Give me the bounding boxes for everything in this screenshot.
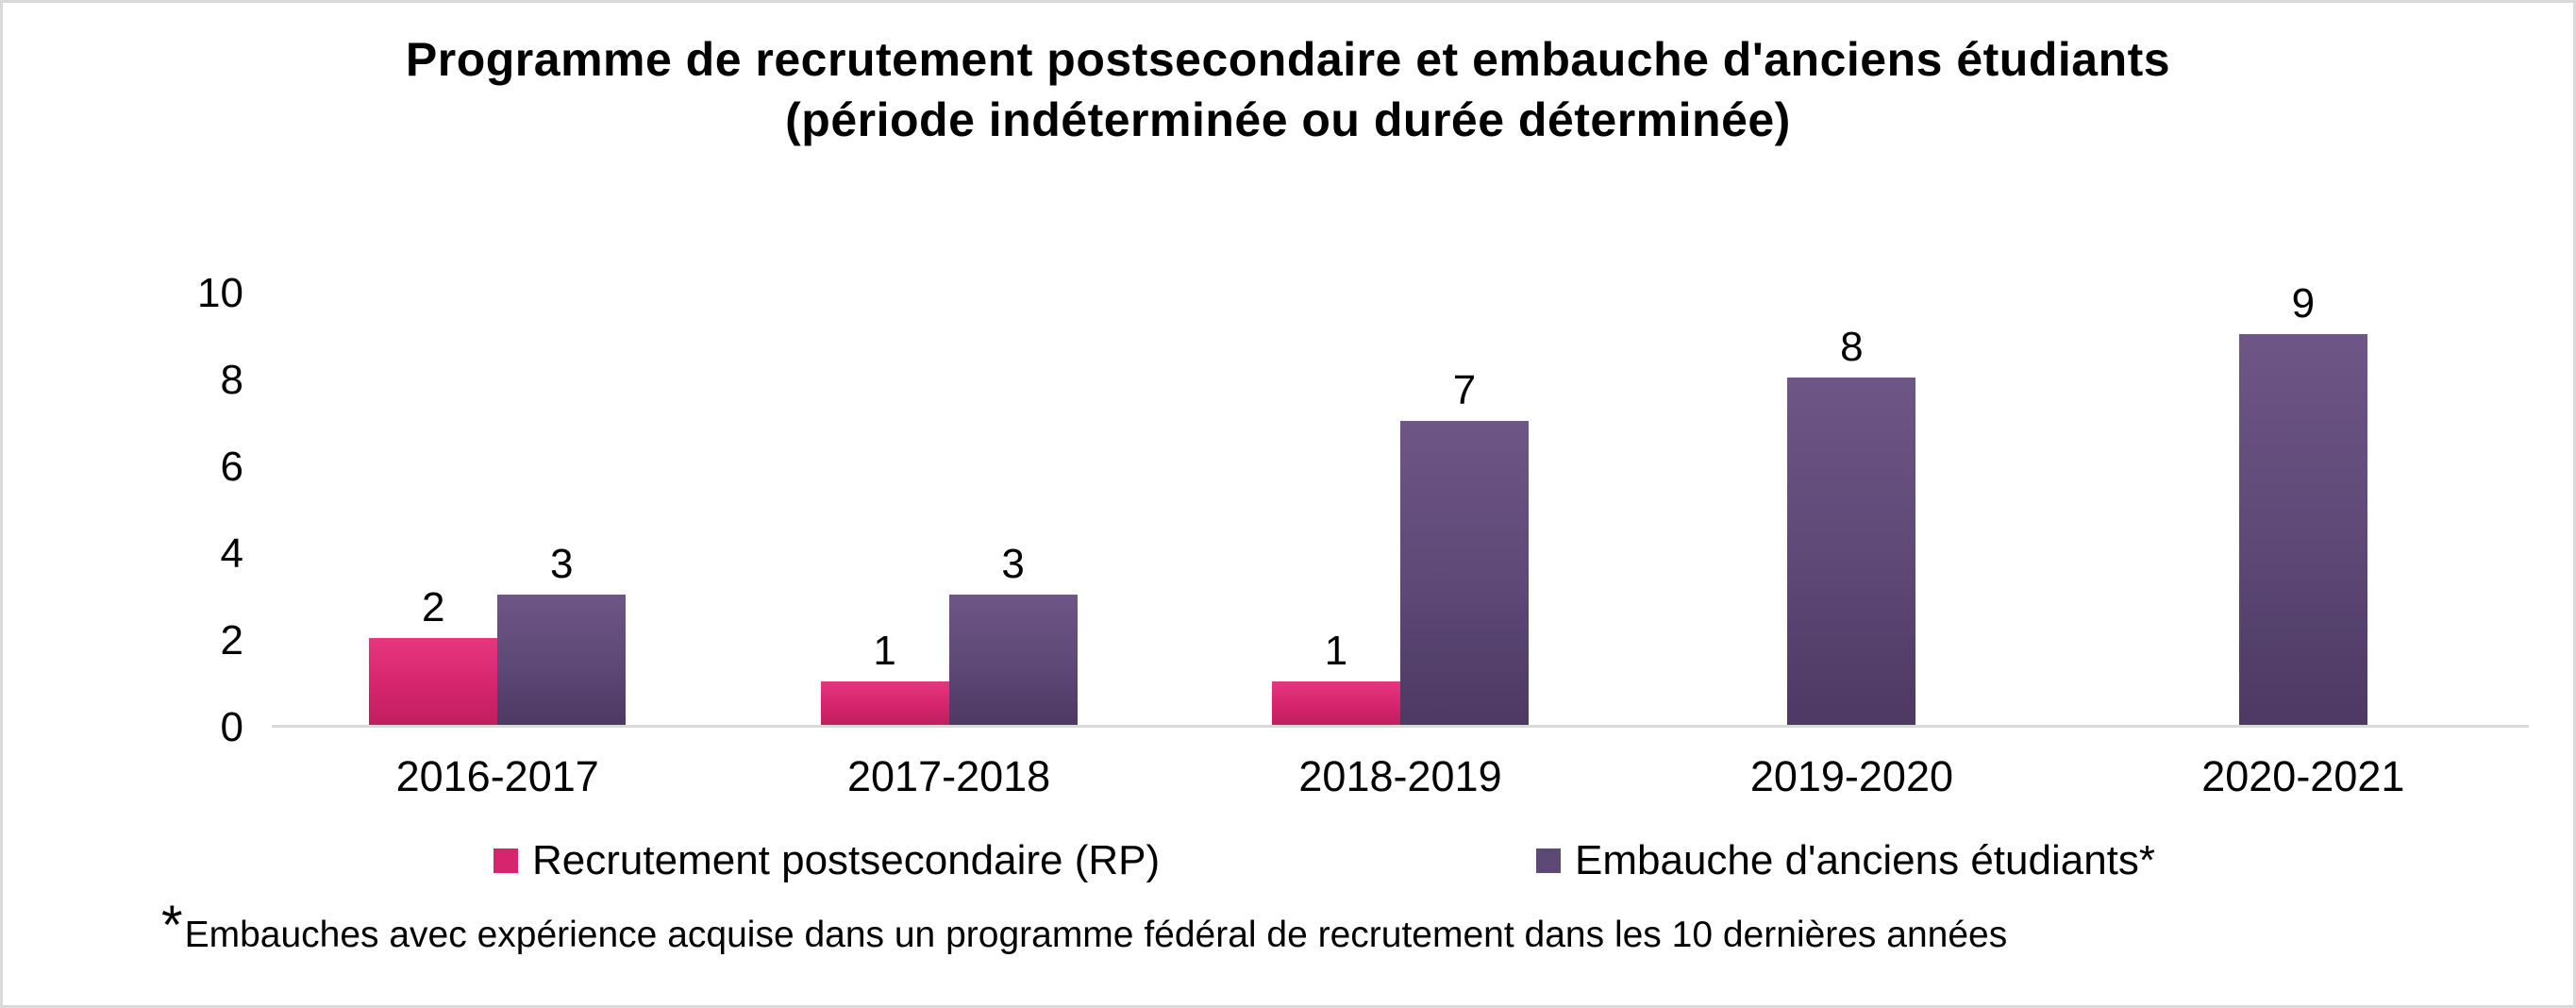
bar-recrutement-postsecondaire-2018-2019	[1272, 681, 1401, 725]
legend: Recrutement postsecondaire (RP) Embauche …	[3, 835, 2573, 886]
bar-wrap-recrutement-postsecondaire-2017-2018: 1	[820, 628, 949, 725]
y-tick-label-0: 0	[220, 704, 243, 750]
bar-value-label: 8	[1840, 324, 1864, 370]
x-axis: 2016-2017 2017-2018 2018-2019 2019-2020 2020…	[272, 752, 2529, 801]
bar-value-label: 3	[1001, 541, 1025, 587]
bar-recrutement-postsecondaire-2016-2017	[369, 638, 498, 725]
bar-embauche-anciens-etudiants-2018-2019	[1400, 421, 1530, 725]
category-group-2019-2020: 8	[1626, 294, 2077, 725]
x-axis-label-2018-2019: 2018-2019	[1298, 752, 1502, 800]
bar-wrap-embauche-anciens-etudiants-2020-2021: 9	[2238, 280, 2367, 725]
bar-value-label: 1	[873, 628, 896, 674]
footnote-text: Embauches avec expérience acquise dans u…	[184, 915, 2008, 955]
x-axis-label-2020-2021: 2020-2021	[2201, 752, 2405, 800]
y-axis: 0 2 4 6 8 10	[111, 271, 243, 750]
x-axis-label-2016-2017: 2016-2017	[395, 752, 599, 800]
footnote-asterisk: *	[161, 895, 183, 956]
bar-embauche-anciens-etudiants-2020-2021	[2238, 334, 2367, 725]
legend-item-recrutement-postsecondaire: Recrutement postsecondaire (RP)	[493, 835, 1160, 886]
y-tick-label-4: 4	[220, 530, 243, 577]
legend-color-swatch-recrutement-postsecondaire	[493, 848, 518, 873]
legend-label-recrutement-postsecondaire: Recrutement postsecondaire (RP)	[532, 837, 1161, 883]
bar-value-label: 7	[1452, 367, 1477, 413]
bar-embauche-anciens-etudiants-2017-2018	[948, 595, 1078, 725]
x-axis-label-2019-2020: 2019-2020	[1749, 752, 1954, 800]
bar-embauche-anciens-etudiants-2019-2020	[1787, 378, 1916, 725]
bar-value-label: 1	[1324, 628, 1348, 674]
bar-wrap-embauche-anciens-etudiants-2018-2019: 7	[1400, 367, 1530, 725]
bar-wrap-recrutement-postsecondaire-2016-2017: 2	[369, 584, 498, 725]
footnote: *Embauches avec expérience acquise dans …	[161, 899, 2008, 960]
bar-wrap-embauche-anciens-etudiants-2017-2018: 3	[948, 541, 1078, 725]
chart-title: Programme de recrutement postsecondaire …	[405, 33, 2171, 146]
bar-value-label: 3	[549, 541, 574, 587]
category-group-2020-2021: 9	[2078, 281, 2529, 725]
legend-color-swatch-embauche-anciens-etudiants	[1536, 848, 1561, 873]
bar-wrap-embauche-anciens-etudiants-2019-2020: 8	[1787, 324, 1916, 725]
legend-label-embauche-anciens-etudiants: Embauche d'anciens étudiants*	[1575, 837, 2156, 883]
y-tick-label-2: 2	[220, 617, 243, 664]
bar-recrutement-postsecondaire-2017-2018	[820, 681, 949, 725]
bar-wrap-embauche-anciens-etudiants-2016-2017: 3	[497, 541, 627, 725]
bar-wrap-recrutement-postsecondaire-2018-2019: 1	[1272, 628, 1401, 725]
bar-embauche-anciens-etudiants-2016-2017	[497, 595, 627, 725]
legend-item-embauche-anciens-etudiants: Embauche d'anciens étudiants*	[1536, 835, 2155, 886]
y-tick-label-6: 6	[220, 444, 243, 490]
x-axis-label-2017-2018: 2017-2018	[847, 752, 1051, 800]
y-tick-label-8: 8	[220, 357, 243, 403]
bar-value-label: 2	[421, 584, 445, 630]
y-tick-label-10: 10	[197, 270, 243, 316]
bar-value-label: 9	[2291, 280, 2316, 327]
